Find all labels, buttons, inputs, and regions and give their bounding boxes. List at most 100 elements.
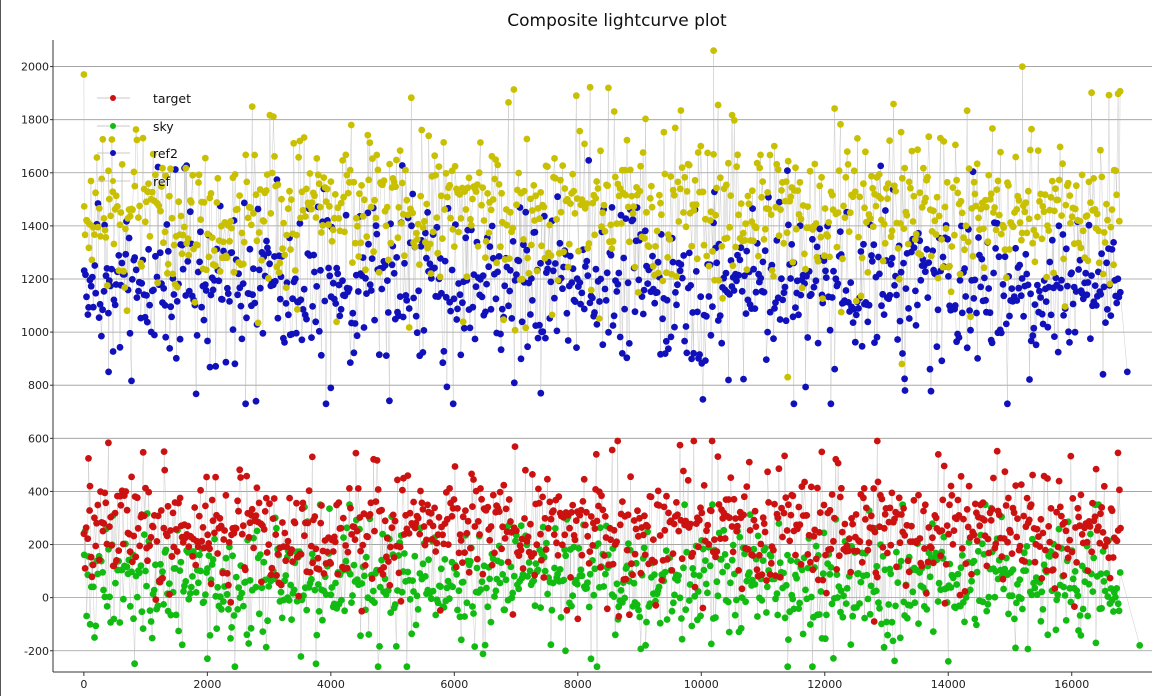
data-point bbox=[417, 192, 425, 200]
data-point bbox=[682, 223, 690, 231]
data-point bbox=[1056, 503, 1064, 511]
data-point bbox=[981, 274, 988, 282]
data-point bbox=[424, 209, 431, 216]
data-point bbox=[348, 599, 355, 606]
data-point bbox=[395, 204, 403, 211]
data-point bbox=[776, 559, 784, 567]
data-point bbox=[506, 287, 514, 295]
data-point bbox=[820, 257, 828, 264]
data-point bbox=[121, 284, 129, 291]
data-point bbox=[442, 293, 450, 301]
data-point bbox=[958, 545, 966, 552]
data-point bbox=[273, 176, 281, 184]
data-point bbox=[262, 494, 270, 502]
data-point bbox=[712, 553, 719, 561]
data-point bbox=[155, 202, 163, 210]
data-point bbox=[1043, 567, 1050, 574]
data-point bbox=[180, 588, 187, 595]
data-point bbox=[534, 334, 542, 342]
data-point bbox=[412, 519, 420, 527]
data-point bbox=[327, 560, 335, 567]
data-point bbox=[376, 643, 383, 650]
data-point bbox=[889, 637, 897, 645]
data-point bbox=[807, 483, 815, 491]
data-point bbox=[424, 501, 431, 509]
data-point bbox=[863, 504, 870, 512]
data-point bbox=[489, 491, 497, 499]
data-point bbox=[1085, 221, 1093, 229]
data-point bbox=[265, 274, 272, 282]
data-point bbox=[299, 306, 307, 313]
data-point bbox=[517, 355, 525, 363]
data-point bbox=[569, 501, 577, 509]
data-point bbox=[659, 277, 667, 285]
data-point bbox=[478, 201, 485, 209]
data-point bbox=[1018, 63, 1026, 70]
data-point bbox=[402, 166, 409, 174]
data-point bbox=[801, 250, 808, 258]
data-point bbox=[755, 252, 762, 260]
data-point bbox=[677, 261, 685, 268]
data-point bbox=[584, 579, 591, 587]
data-point bbox=[470, 476, 477, 483]
data-point bbox=[819, 570, 827, 578]
data-point bbox=[1002, 320, 1010, 328]
data-point bbox=[204, 531, 212, 539]
data-point bbox=[576, 127, 584, 135]
data-point bbox=[111, 509, 119, 517]
data-point bbox=[1023, 229, 1031, 237]
data-point bbox=[1088, 272, 1095, 279]
data-point bbox=[908, 522, 915, 530]
data-point bbox=[956, 276, 964, 284]
data-point bbox=[783, 229, 791, 237]
data-point bbox=[347, 504, 354, 512]
data-point bbox=[945, 273, 952, 280]
data-point bbox=[737, 200, 745, 208]
data-point bbox=[234, 497, 242, 505]
data-point bbox=[522, 208, 530, 216]
data-point bbox=[736, 533, 744, 541]
data-point bbox=[395, 569, 403, 577]
data-point bbox=[678, 615, 685, 622]
data-point bbox=[873, 573, 881, 581]
data-point bbox=[664, 254, 671, 261]
data-point bbox=[435, 513, 443, 521]
data-point bbox=[914, 301, 921, 309]
data-point bbox=[637, 645, 645, 653]
data-point bbox=[778, 275, 785, 283]
data-point bbox=[323, 548, 331, 556]
data-point bbox=[983, 562, 991, 570]
data-point bbox=[757, 274, 765, 282]
data-point bbox=[358, 182, 365, 189]
data-point bbox=[371, 599, 378, 606]
y-tick-label: 400 bbox=[28, 485, 49, 498]
data-point bbox=[195, 171, 203, 179]
y-tick-label: 1400 bbox=[21, 220, 49, 233]
data-point bbox=[197, 486, 205, 494]
data-point bbox=[730, 495, 738, 503]
data-point bbox=[816, 529, 823, 536]
data-point bbox=[591, 565, 599, 573]
data-point bbox=[962, 560, 970, 567]
data-point bbox=[848, 515, 855, 522]
data-point bbox=[884, 631, 891, 639]
data-point bbox=[396, 543, 404, 551]
data-point bbox=[849, 520, 856, 528]
data-point bbox=[346, 570, 354, 578]
data-point bbox=[465, 568, 473, 576]
data-point bbox=[1136, 642, 1144, 649]
data-point bbox=[676, 441, 684, 449]
data-point bbox=[690, 349, 697, 357]
y-tick-label: 600 bbox=[28, 432, 49, 445]
data-point bbox=[462, 206, 470, 213]
data-point bbox=[727, 192, 735, 200]
data-point bbox=[339, 157, 346, 164]
data-point bbox=[313, 631, 321, 639]
data-point bbox=[544, 475, 551, 483]
data-point bbox=[471, 335, 479, 343]
data-point bbox=[543, 539, 550, 547]
data-point bbox=[164, 269, 171, 277]
data-point bbox=[1108, 246, 1116, 253]
data-point bbox=[193, 332, 201, 339]
data-point bbox=[152, 596, 160, 603]
